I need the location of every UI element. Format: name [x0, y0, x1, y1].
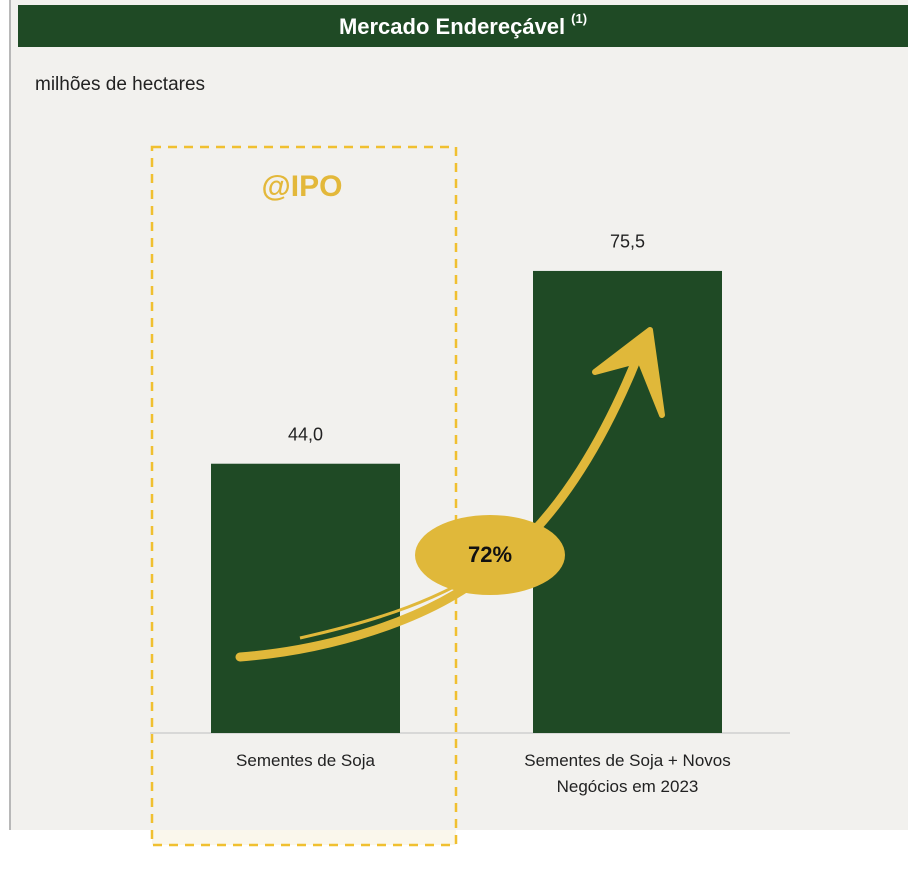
panel: [10, 0, 908, 830]
bar: [211, 463, 400, 733]
x-tick-label: Sementes de Soja + Novos Negócios em 202…: [524, 751, 731, 796]
ipo-label: @IPO: [262, 170, 343, 203]
ipo-fill: [152, 830, 456, 845]
subtitle: milhões de hectares: [35, 74, 205, 95]
title-note: (1): [571, 11, 587, 26]
title-text: Mercado Endereçável: [339, 14, 565, 39]
pct-label: 72%: [468, 542, 512, 567]
x-tick-label: Sementes de Soja: [236, 751, 375, 770]
value-label: 75,5: [610, 232, 645, 252]
header-bar: [18, 5, 908, 47]
chart-title: Mercado Endereçável (1): [339, 11, 587, 38]
arrow-head: [592, 327, 665, 418]
ipo-box: [150, 145, 458, 847]
pct-bubble: [415, 515, 565, 595]
value-label: 44,0: [288, 424, 323, 444]
